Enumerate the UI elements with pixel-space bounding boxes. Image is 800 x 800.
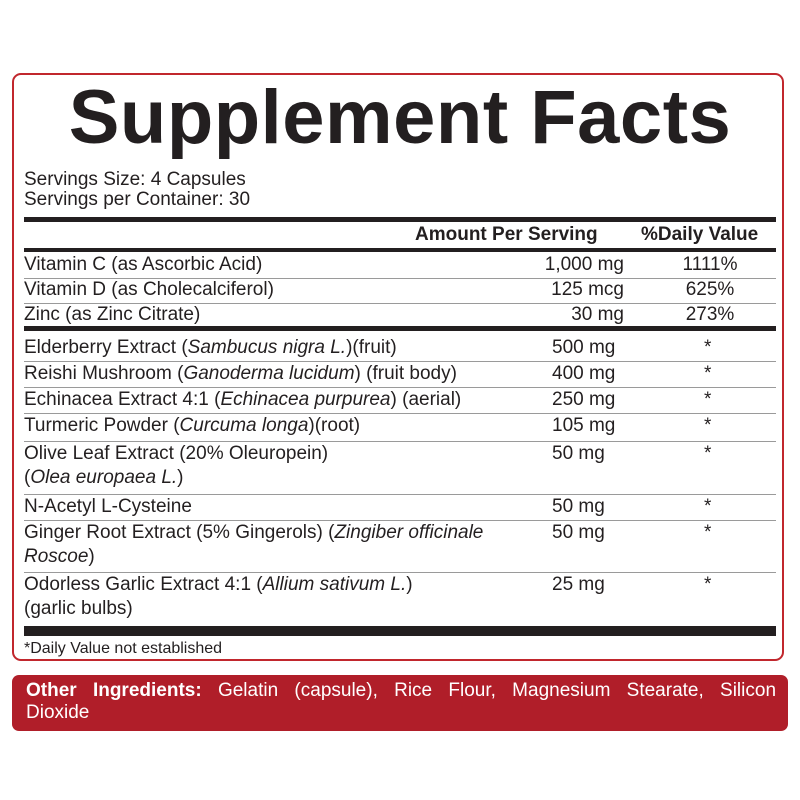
latin-name: Allium sativum L. bbox=[262, 574, 407, 595]
divider-thick bbox=[24, 326, 776, 331]
amount-header: Amount Per Serving bbox=[415, 224, 598, 245]
latin-name: Olea europaea L. bbox=[30, 467, 178, 488]
latin-name: Roscoe bbox=[24, 546, 89, 567]
ingredient-amount: 25 mg bbox=[552, 574, 605, 595]
name-text: ) (aerial) bbox=[390, 389, 462, 410]
latin-name: Curcuma longa bbox=[179, 415, 309, 436]
ingredient-daily-value: * bbox=[704, 443, 712, 464]
ingredient-daily-value: * bbox=[704, 496, 712, 517]
other-ingredients-box: Other Ingredients: Gelatin (capsule), Ri… bbox=[12, 675, 788, 731]
name-text: ) bbox=[88, 546, 95, 567]
name-text: ) (fruit body) bbox=[354, 363, 457, 384]
name-text: N-Acetyl L-Cysteine bbox=[24, 496, 192, 517]
ingredient-amount: 50 mg bbox=[552, 496, 605, 517]
other-ingredients-label: Other Ingredients: bbox=[26, 680, 202, 701]
supplement-facts-panel bbox=[12, 73, 784, 661]
ingredient-daily-value: * bbox=[704, 389, 712, 410]
ingredient-daily-value: * bbox=[704, 363, 712, 384]
nutrient-name: Vitamin D (as Cholecalciferol) bbox=[24, 279, 274, 300]
name-text: Echinacea Extract 4:1 ( bbox=[24, 389, 221, 410]
ingredient-name: Reishi Mushroom (Ganoderma lucidum) (fru… bbox=[24, 362, 457, 386]
row-divider bbox=[24, 387, 776, 388]
nutrient-name: Vitamin C (as Ascorbic Acid) bbox=[24, 254, 263, 275]
ingredient-daily-value: * bbox=[704, 522, 712, 543]
latin-name: Echinacea purpurea bbox=[220, 389, 391, 410]
ingredient-amount: 500 mg bbox=[552, 337, 616, 358]
divider-heavy bbox=[24, 626, 776, 636]
ingredient-name: Echinacea Extract 4:1 (Echinacea purpure… bbox=[24, 388, 461, 412]
row-divider bbox=[24, 572, 776, 573]
ingredient-daily-value: * bbox=[704, 415, 712, 436]
name-text: )(root) bbox=[308, 415, 361, 436]
name-text: Olive Leaf Extract (20% Oleuropein) bbox=[24, 443, 329, 464]
row-divider bbox=[24, 494, 776, 495]
nutrient-amount: 125 mcg bbox=[551, 279, 624, 300]
ingredient-amount: 400 mg bbox=[552, 363, 616, 384]
row-divider bbox=[24, 520, 776, 521]
footnote: *Daily Value not established bbox=[24, 640, 223, 657]
ingredient-name: N-Acetyl L-Cysteine bbox=[24, 495, 192, 519]
serving-size: Servings Size: 4 Capsules bbox=[24, 169, 246, 190]
nutrient-amount: 1,000 mg bbox=[544, 254, 624, 275]
nutrient-amount: 30 mg bbox=[571, 304, 624, 325]
ingredient-name: Elderberry Extract (Sambucus nigra L.)(f… bbox=[24, 336, 397, 360]
row-divider bbox=[24, 303, 776, 304]
ingredient-name: Turmeric Powder (Curcuma longa)(root) bbox=[24, 414, 360, 438]
ingredient-amount: 50 mg bbox=[552, 443, 605, 464]
name-text: ( bbox=[24, 467, 31, 488]
ingredient-name: Odorless Garlic Extract 4:1 (Allium sati… bbox=[24, 573, 413, 621]
latin-name: Ganoderma lucidum bbox=[183, 363, 355, 384]
name-text: Ginger Root Extract (5% Gingerols) ( bbox=[24, 522, 335, 543]
ingredient-daily-value: * bbox=[704, 574, 712, 595]
name-text: ) bbox=[177, 467, 184, 488]
divider-thick bbox=[24, 248, 776, 252]
nutrient-daily-value: 625% bbox=[685, 279, 735, 300]
latin-name: Zingiber officinale bbox=[334, 522, 484, 543]
servings-per-container: Servings per Container: 30 bbox=[24, 189, 251, 210]
name-text: Reishi Mushroom ( bbox=[24, 363, 184, 384]
row-divider bbox=[24, 361, 776, 362]
name-text: ) bbox=[406, 574, 413, 595]
ingredient-name: Ginger Root Extract (5% Gingerols) (Zing… bbox=[24, 521, 483, 569]
ingredient-name: Olive Leaf Extract (20% Oleuropein) (Olea… bbox=[24, 442, 328, 490]
divider-thick bbox=[24, 217, 776, 222]
other-ingredients-text: Gelatin (capsule), Rice Flour, Magnesium… bbox=[26, 680, 777, 723]
daily-value-header: %Daily Value bbox=[641, 224, 759, 245]
name-text: Elderberry Extract ( bbox=[24, 337, 188, 358]
row-divider bbox=[24, 413, 776, 414]
name-text: Turmeric Powder ( bbox=[24, 415, 180, 436]
page-title: Supplement Facts bbox=[68, 75, 732, 160]
nutrient-name: Zinc (as Zinc Citrate) bbox=[24, 304, 201, 325]
nutrient-daily-value: 273% bbox=[685, 304, 735, 325]
ingredient-amount: 50 mg bbox=[552, 522, 605, 543]
ingredient-daily-value: * bbox=[704, 337, 712, 358]
nutrient-daily-value: 1111% bbox=[682, 254, 738, 275]
ingredient-amount: 250 mg bbox=[552, 389, 616, 410]
name-text: (garlic bulbs) bbox=[24, 598, 133, 619]
row-divider bbox=[24, 441, 776, 442]
name-text: Odorless Garlic Extract 4:1 ( bbox=[24, 574, 263, 595]
row-divider bbox=[24, 278, 776, 279]
name-text: )(fruit) bbox=[346, 337, 397, 358]
ingredient-amount: 105 mg bbox=[552, 415, 616, 436]
latin-name: Sambucus nigra L. bbox=[187, 337, 347, 358]
